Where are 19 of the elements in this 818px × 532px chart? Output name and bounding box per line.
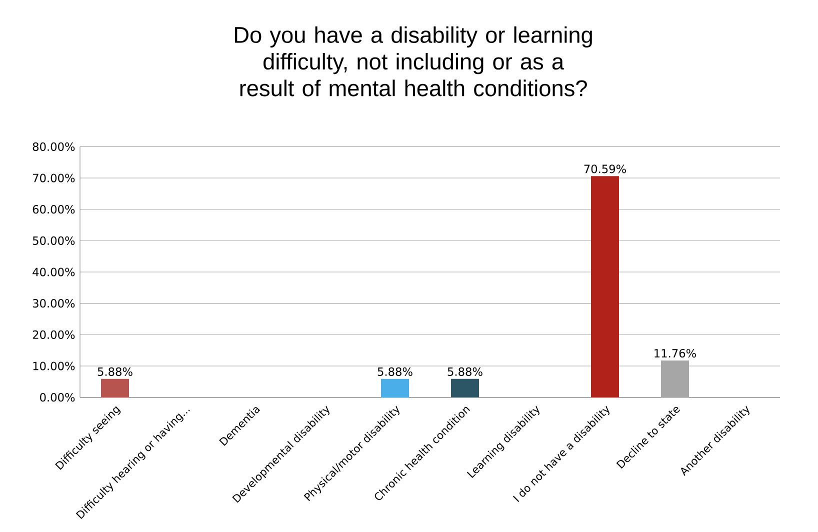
data-label: 5.88% (98, 367, 132, 376)
y-tick-label: 80.00% (32, 142, 75, 151)
data-label: 70.59% (584, 164, 626, 174)
y-tick-label: 40.00% (32, 268, 75, 276)
bar (451, 378, 479, 398)
data-label: 5.88% (448, 367, 482, 376)
y-tick-label: 10.00% (33, 362, 75, 370)
y-tick-label: 20.00% (32, 330, 75, 339)
y-tick-label: 60.00% (32, 205, 75, 214)
y-tick-label: 30.00% (32, 299, 75, 308)
y-tick-label: 0.00% (40, 393, 75, 402)
y-tick-label: 50.00% (32, 236, 75, 245)
chart-title: Do you have a disability or learning difficulty, not including or as a result of mental health conditions? (235, 26, 592, 96)
y-tick-label: 70.00% (33, 174, 75, 182)
bar (381, 378, 409, 398)
data-label: 11.76% (654, 348, 696, 358)
bar (590, 176, 619, 398)
bar (101, 378, 130, 398)
data-label: 5.88% (378, 367, 412, 376)
